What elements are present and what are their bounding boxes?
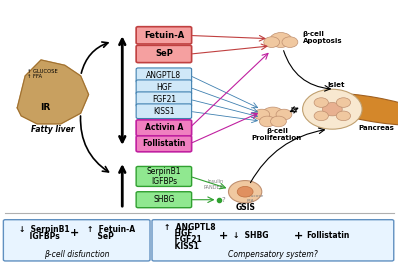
- FancyBboxPatch shape: [136, 68, 192, 83]
- Text: ↑ FFA: ↑ FFA: [27, 74, 42, 79]
- Circle shape: [254, 109, 270, 120]
- Text: GSIS: GSIS: [235, 203, 255, 212]
- Circle shape: [228, 180, 262, 203]
- Text: KISS1: KISS1: [164, 242, 199, 250]
- Circle shape: [314, 111, 328, 121]
- Circle shape: [336, 111, 350, 121]
- Text: Activin A: Activin A: [145, 123, 183, 132]
- Polygon shape: [17, 60, 88, 124]
- Text: +: +: [70, 228, 79, 238]
- Circle shape: [270, 33, 292, 47]
- Text: +: +: [219, 231, 228, 241]
- Text: SeP: SeP: [87, 232, 114, 242]
- Text: HGF: HGF: [156, 83, 172, 92]
- Circle shape: [264, 37, 280, 47]
- Text: ↑  ANGPTL8: ↑ ANGPTL8: [164, 223, 216, 232]
- Text: ↓  SHBG: ↓ SHBG: [233, 231, 269, 240]
- Text: Compensatory system?: Compensatory system?: [228, 250, 318, 259]
- Text: β-cell disfunction: β-cell disfunction: [44, 250, 110, 259]
- FancyBboxPatch shape: [136, 45, 192, 63]
- FancyBboxPatch shape: [3, 220, 150, 261]
- Circle shape: [260, 116, 275, 127]
- Text: Pancreas: Pancreas: [358, 125, 394, 131]
- Text: Follistatin: Follistatin: [142, 139, 186, 148]
- Text: IGFBPs: IGFBPs: [19, 232, 60, 242]
- Text: Glucose
FFA: Glucose FFA: [247, 194, 264, 203]
- Ellipse shape: [310, 93, 400, 125]
- Circle shape: [314, 98, 328, 107]
- Text: FGF21: FGF21: [164, 235, 202, 245]
- Text: ↓  SerpinB1: ↓ SerpinB1: [19, 225, 70, 233]
- Circle shape: [336, 98, 350, 107]
- Text: Insulin
PANDER: Insulin PANDER: [203, 179, 223, 190]
- Text: Fatty liver: Fatty liver: [31, 125, 75, 134]
- Text: IR: IR: [40, 103, 50, 112]
- Text: SerpinB1
IGFBPs: SerpinB1 IGFBPs: [147, 167, 181, 186]
- FancyBboxPatch shape: [136, 167, 192, 186]
- FancyBboxPatch shape: [136, 104, 192, 119]
- Circle shape: [303, 89, 362, 129]
- Text: KISS1: KISS1: [153, 107, 175, 116]
- Text: ↑  Fetuin-A: ↑ Fetuin-A: [87, 225, 135, 233]
- Text: HGF: HGF: [164, 229, 192, 238]
- Text: β-cell
Apoptosis: β-cell Apoptosis: [303, 31, 342, 44]
- FancyBboxPatch shape: [136, 92, 192, 107]
- FancyBboxPatch shape: [136, 136, 192, 152]
- Text: FGF21: FGF21: [152, 95, 176, 104]
- Circle shape: [237, 186, 253, 197]
- Circle shape: [276, 109, 292, 120]
- FancyBboxPatch shape: [136, 27, 192, 44]
- Text: SHBG: SHBG: [153, 195, 174, 204]
- Text: β-cell
Proliferation: β-cell Proliferation: [252, 128, 302, 141]
- Text: SeP: SeP: [155, 49, 173, 58]
- FancyBboxPatch shape: [136, 80, 192, 95]
- Text: +: +: [294, 231, 303, 241]
- Circle shape: [262, 107, 284, 122]
- FancyBboxPatch shape: [152, 220, 394, 261]
- Circle shape: [282, 37, 298, 47]
- Text: Islet: Islet: [328, 82, 345, 88]
- Circle shape: [270, 116, 286, 127]
- FancyBboxPatch shape: [136, 192, 192, 208]
- Text: ↑ GLUCOSE: ↑ GLUCOSE: [27, 69, 58, 75]
- FancyBboxPatch shape: [136, 120, 192, 136]
- Text: ?: ?: [221, 197, 225, 203]
- Circle shape: [322, 102, 342, 116]
- Text: Fetuin-A: Fetuin-A: [144, 31, 184, 40]
- Text: ANGPTL8: ANGPTL8: [146, 71, 182, 80]
- Text: Follistatin: Follistatin: [306, 231, 350, 240]
